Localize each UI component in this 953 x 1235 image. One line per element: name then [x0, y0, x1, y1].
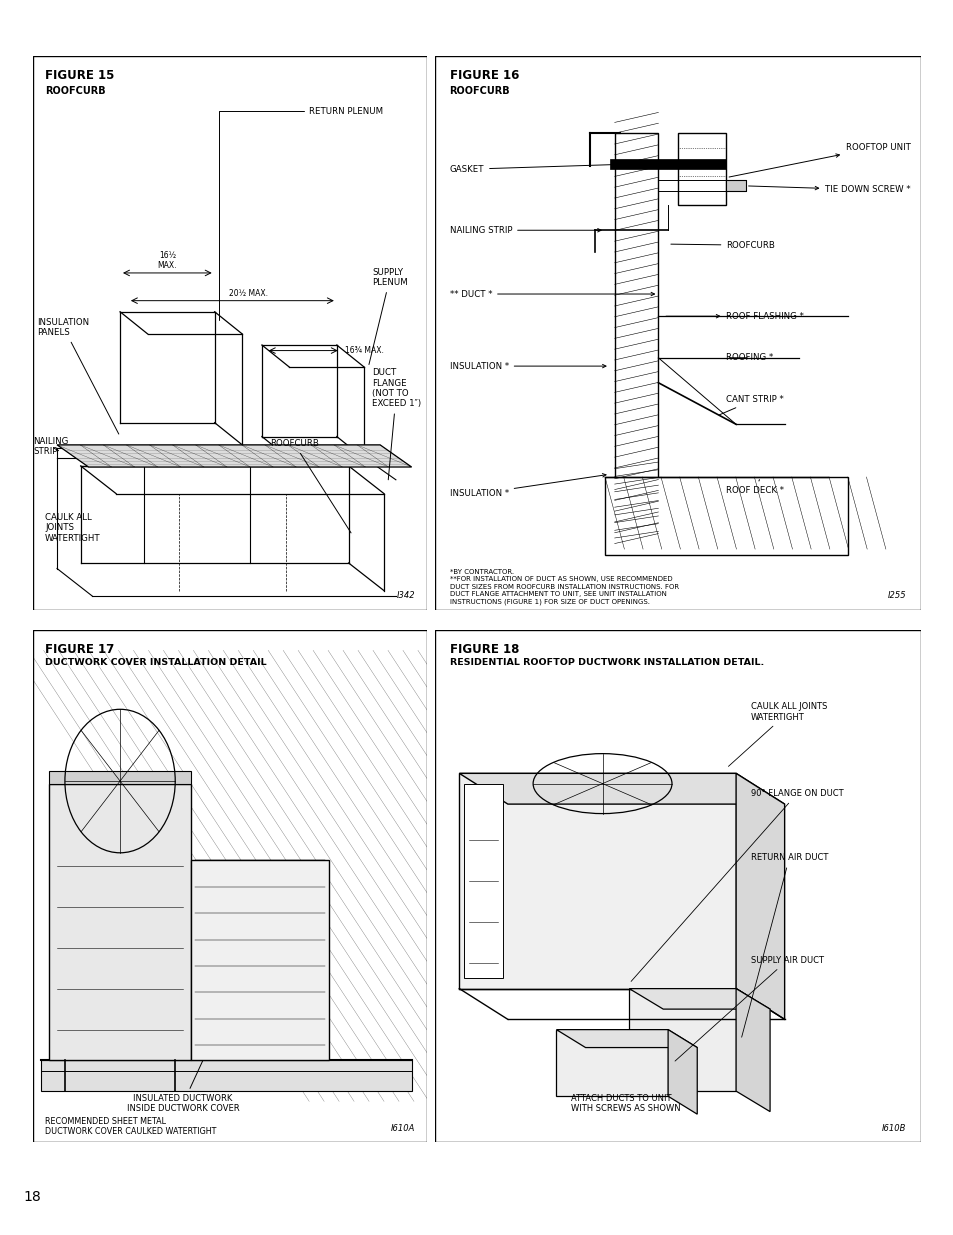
Text: FIGURE 18: FIGURE 18 — [449, 642, 518, 656]
Text: 16¾ MAX.: 16¾ MAX. — [344, 346, 383, 356]
Polygon shape — [57, 445, 411, 467]
Text: ** DUCT *: ** DUCT * — [449, 289, 654, 299]
Text: I610A: I610A — [391, 1124, 416, 1134]
Bar — [629, 988, 736, 1092]
Text: ROOFCURB: ROOFCURB — [45, 86, 106, 96]
Text: CANT STRIP *: CANT STRIP * — [719, 395, 783, 415]
Bar — [50, 771, 191, 784]
Polygon shape — [629, 988, 769, 1009]
Text: FIGURE 15: FIGURE 15 — [45, 69, 114, 83]
Text: CAULK ALL JOINTS
WATERTIGHT: CAULK ALL JOINTS WATERTIGHT — [728, 703, 826, 767]
Text: *BY CONTRACTOR.
**FOR INSTALLATION OF DUCT AS SHOWN, USE RECOMMENDED
DUCT SIZES : *BY CONTRACTOR. **FOR INSTALLATION OF DU… — [449, 568, 678, 605]
Text: ROOFCURB: ROOFCURB — [270, 440, 351, 532]
Text: SUPPLY AIR DUCT: SUPPLY AIR DUCT — [675, 956, 822, 1061]
Text: DUCT
FLANGE
(NOT TO
EXCEED 1″): DUCT FLANGE (NOT TO EXCEED 1″) — [372, 368, 421, 479]
Text: ATTACH DUCTS TO UNIT
WITH SCREWS AS SHOWN: ATTACH DUCTS TO UNIT WITH SCREWS AS SHOW… — [571, 1094, 679, 1113]
Bar — [464, 784, 502, 978]
Bar — [41, 1061, 411, 1092]
Bar — [725, 180, 745, 191]
Text: GASKET: GASKET — [449, 164, 621, 174]
Text: ROOF FLASHING *: ROOF FLASHING * — [665, 311, 803, 321]
Bar — [677, 133, 725, 205]
Text: 16½
MAX.: 16½ MAX. — [157, 251, 177, 270]
Text: INSULATION *: INSULATION * — [449, 473, 605, 498]
Text: 18: 18 — [24, 1191, 42, 1204]
Bar — [614, 133, 658, 543]
Text: NAILING
STRIP: NAILING STRIP — [33, 437, 69, 456]
Text: SUPPLY
PLENUM: SUPPLY PLENUM — [369, 268, 408, 364]
Text: I610B: I610B — [881, 1124, 905, 1134]
Text: FIGURE 17: FIGURE 17 — [45, 642, 114, 656]
Text: RECOMMENDED SHEET METAL
DUCTWORK COVER CAULKED WATERTIGHT: RECOMMENDED SHEET METAL DUCTWORK COVER C… — [45, 1116, 216, 1136]
Bar — [604, 477, 847, 555]
Text: RESIDENTIAL ROOFTOP DUCTWORK INSTALLATION DETAIL.: RESIDENTIAL ROOFTOP DUCTWORK INSTALLATIO… — [449, 658, 763, 667]
Text: I255: I255 — [886, 592, 905, 600]
Polygon shape — [736, 773, 783, 1019]
Text: NAILING STRIP: NAILING STRIP — [449, 226, 600, 235]
Polygon shape — [736, 988, 769, 1112]
Text: RETURN PLENUM: RETURN PLENUM — [218, 106, 383, 320]
Text: TIE DOWN SCREW *: TIE DOWN SCREW * — [748, 185, 910, 194]
Bar — [556, 1030, 667, 1097]
Text: INSULATION
PANELS: INSULATION PANELS — [37, 317, 119, 433]
Text: ROOFCURB: ROOFCURB — [670, 241, 775, 249]
Bar — [609, 159, 725, 169]
Text: ROOFTOP UNIT: ROOFTOP UNIT — [728, 142, 910, 177]
Polygon shape — [667, 1030, 697, 1114]
Text: INSULATED DUCTWORK
INSIDE DUCTWORK COVER: INSULATED DUCTWORK INSIDE DUCTWORK COVER — [127, 986, 239, 1113]
Text: 20½ MAX.: 20½ MAX. — [229, 289, 268, 299]
Text: INSULATION *: INSULATION * — [449, 362, 605, 370]
Polygon shape — [556, 1030, 697, 1047]
Text: 90° FLANGE ON DUCT: 90° FLANGE ON DUCT — [631, 789, 842, 982]
Text: FIGURE 16: FIGURE 16 — [449, 69, 518, 83]
Bar — [191, 861, 329, 1061]
Text: ROOF DECK *: ROOF DECK * — [725, 479, 783, 495]
Text: CAULK ALL
JOINTS
WATERTIGHT: CAULK ALL JOINTS WATERTIGHT — [45, 513, 101, 543]
Text: I342: I342 — [396, 592, 416, 600]
Text: ROOFCURB: ROOFCURB — [449, 86, 510, 96]
Bar — [458, 773, 736, 988]
Bar — [50, 784, 191, 1061]
Text: DUCTWORK COVER INSTALLATION DETAIL: DUCTWORK COVER INSTALLATION DETAIL — [45, 658, 267, 667]
Text: RETURN AIR DUCT: RETURN AIR DUCT — [740, 853, 827, 1037]
Polygon shape — [458, 773, 783, 804]
Text: ROOFING *: ROOFING * — [725, 353, 773, 362]
